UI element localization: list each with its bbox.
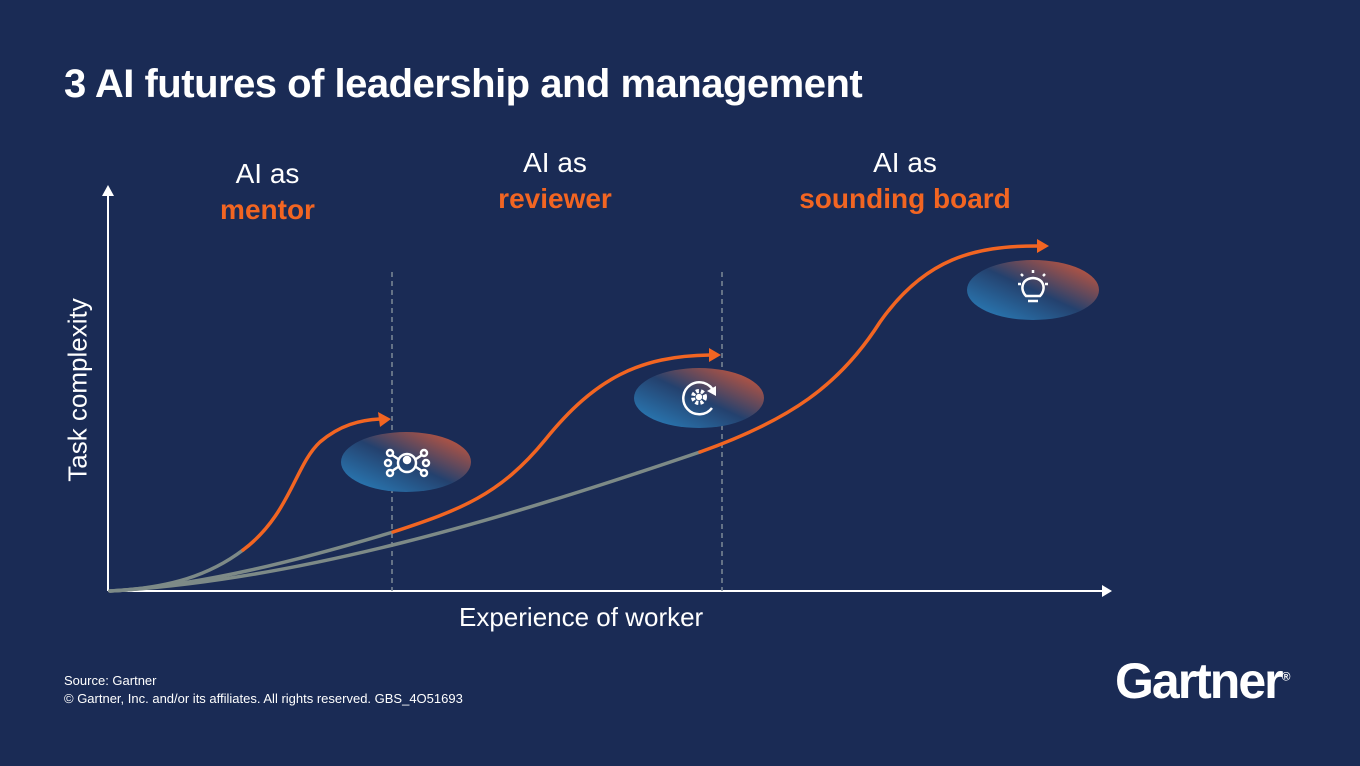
stage-role: sounding board [799, 183, 1011, 214]
footer: Source: Gartner © Gartner, Inc. and/or i… [64, 672, 463, 708]
sounding-board-curve [698, 244, 1039, 454]
x-axis [108, 585, 1112, 597]
arrow-head [378, 412, 391, 427]
y-axis [102, 185, 114, 591]
baseline-curve [108, 450, 702, 593]
stage-sounding-board: AI as sounding board [780, 145, 1030, 217]
stage-mentor: AI as mentor [200, 156, 335, 228]
lightbulb-icon [1018, 270, 1048, 303]
page-title: 3 AI futures of leadership and managemen… [64, 62, 863, 106]
copyright-text: © Gartner, Inc. and/or its affiliates. A… [64, 691, 463, 706]
arrow-head [709, 348, 721, 362]
logo-text: Gartner [1115, 653, 1284, 709]
x-axis-label: Experience of worker [459, 602, 704, 632]
stage-prefix: AI as [523, 147, 587, 178]
source-text: Source: Gartner [64, 673, 157, 688]
stage-reviewer: AI as reviewer [480, 145, 630, 217]
gartner-logo: Gartner® [1115, 653, 1291, 709]
sounding-board-bubble [967, 260, 1099, 320]
arrow-head [1037, 239, 1049, 253]
stage-prefix: AI as [873, 147, 937, 178]
y-axis-label: Task complexity [62, 298, 93, 482]
network-people-icon [383, 448, 431, 478]
mentor-curve [241, 417, 382, 552]
gear-refresh-icon [682, 381, 716, 416]
stage-role: mentor [220, 194, 315, 225]
stage-prefix: AI as [235, 158, 300, 189]
stage-role: reviewer [498, 183, 612, 214]
reviewer-curve [391, 353, 712, 534]
